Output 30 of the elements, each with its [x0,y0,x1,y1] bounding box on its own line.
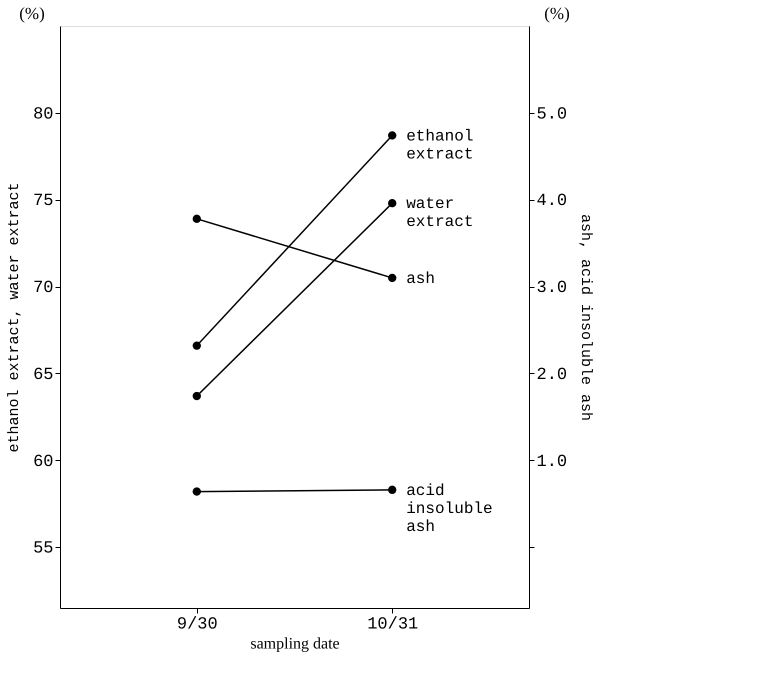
x-tick-label: 9/30 [176,616,218,634]
y-tick-label: 75 [33,192,54,212]
y-tick-label: 60 [33,452,54,472]
point [388,486,396,494]
y2-tick-label: 3.0 [536,279,568,298]
y-axis-title: ethanol extract, water extract [6,182,24,453]
y2-tick-label: 2.0 [536,366,568,385]
y-tick-label: 80 [33,105,54,124]
y2-tick-label: 5.0 [536,105,568,124]
series-label: acid insoluble ash [406,482,493,536]
y-tick-label: 55 [33,540,54,559]
point [192,214,201,224]
series-label: ethanol extract [406,127,474,164]
point [192,392,201,400]
y-tick-label: 65 [33,366,54,385]
y2-tick-label: 4.0 [536,192,568,212]
point [388,199,396,208]
point [192,487,201,496]
series-label: ash [406,270,436,288]
x-axis-title: sampling date [250,636,340,652]
y-tick-label: 70 [33,279,54,298]
text: (%) [19,4,45,23]
series-label: water extract [406,195,474,232]
point [192,341,201,350]
x-tick-label: 10/31 [367,616,418,634]
y2-tick-label: 1.0 [536,452,568,472]
text: (%) [544,4,570,23]
point [388,274,396,282]
point [388,131,396,140]
y2-axis-title: ash, acid insoluble ash [577,214,594,422]
